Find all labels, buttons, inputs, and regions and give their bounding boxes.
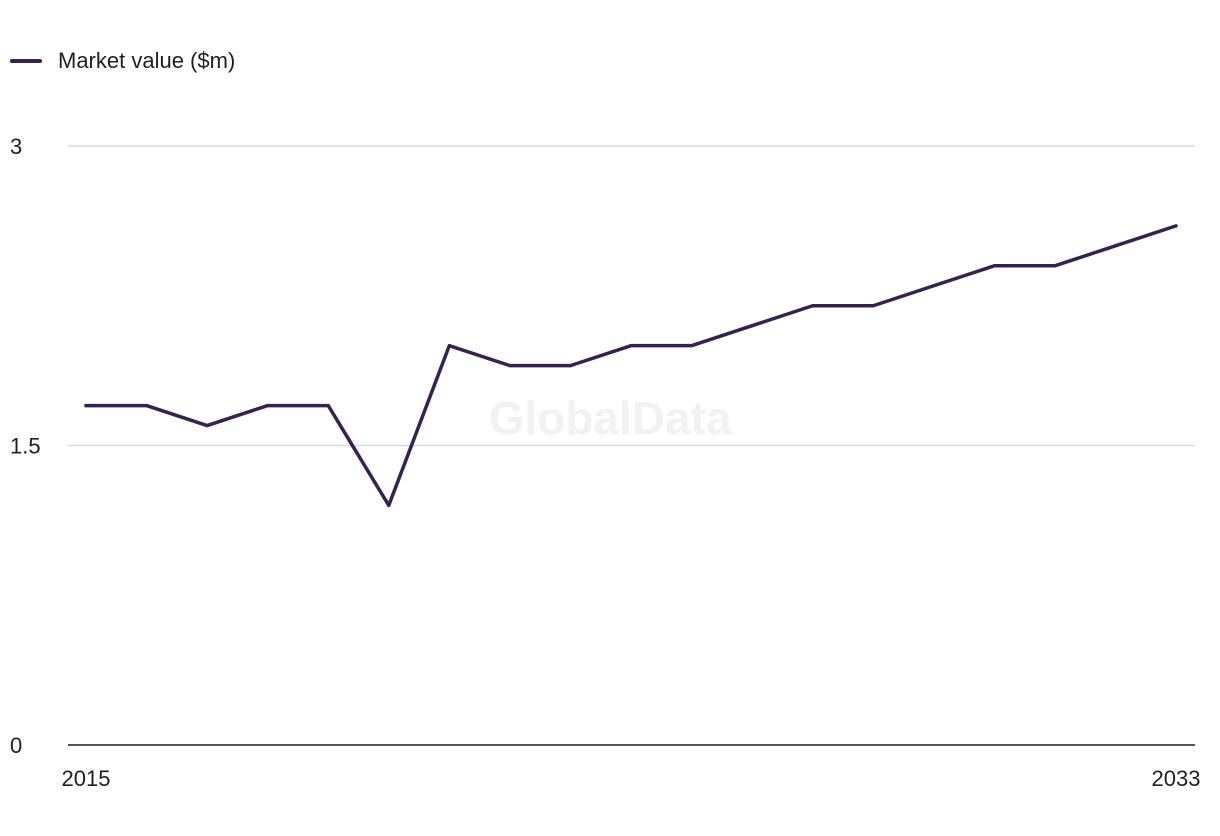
data-point: [1113, 244, 1118, 248]
data-point: [871, 304, 875, 308]
data-point: [811, 304, 815, 308]
y-tick-label: 0: [10, 733, 22, 758]
data-point: [205, 423, 209, 428]
legend-label: Market value ($m): [58, 48, 236, 73]
x-tick-labels: 2015 2033: [62, 766, 1201, 791]
watermark: GlobalData: [489, 392, 732, 444]
data-point: [750, 324, 754, 328]
data-point: [932, 284, 936, 288]
x-tick-label: 2033: [1152, 766, 1201, 791]
data-point: [84, 403, 88, 408]
legend-swatch: [10, 59, 42, 63]
gridlines: [68, 145, 1195, 447]
data-point: [1053, 264, 1057, 268]
data-point: [326, 403, 330, 408]
data-point: [1174, 224, 1178, 228]
series-lines: [84, 224, 1178, 508]
data-point: [387, 503, 391, 507]
data-point: [629, 344, 633, 348]
data-point: [689, 344, 694, 348]
data-point: [266, 403, 270, 408]
y-tick-labels: 01.53: [10, 134, 41, 758]
legend: Market value ($m): [10, 46, 235, 76]
data-points: [84, 224, 1178, 507]
data-point: [508, 364, 512, 368]
y-tick-label: 1.5: [10, 434, 41, 459]
y-tick-label: 3: [10, 134, 22, 159]
data-point: [447, 344, 451, 348]
series-line: [84, 224, 1178, 508]
data-point: [144, 403, 149, 408]
data-point: [568, 364, 573, 368]
x-tick-label: 2015: [62, 766, 111, 791]
data-point: [992, 264, 996, 268]
